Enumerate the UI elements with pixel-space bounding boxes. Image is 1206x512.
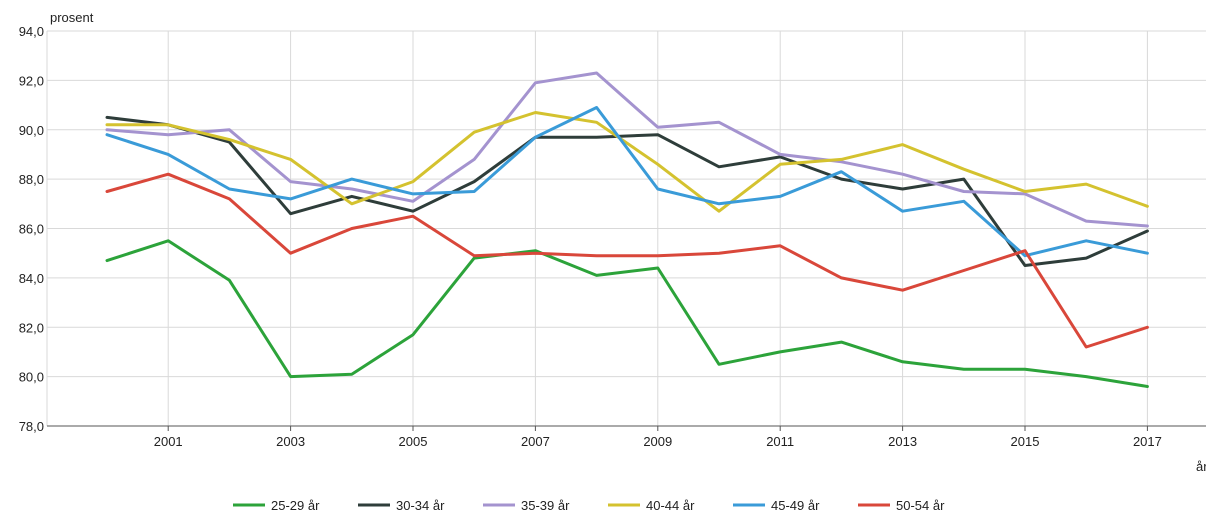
x-axis-ticks: 2001 2003 2005 2007 2009 2011 2013 2015 2017 bbox=[154, 426, 1162, 449]
y-tick-label: 82,0 bbox=[19, 320, 44, 335]
y-tick-label: 90,0 bbox=[19, 123, 44, 138]
y-axis-title: prosent bbox=[50, 10, 94, 25]
legend-item[interactable]: 30-34 år bbox=[358, 498, 445, 512]
legend-item[interactable]: 35-39 år bbox=[483, 498, 570, 512]
legend-item[interactable]: 50-54 år bbox=[858, 498, 945, 512]
legend-item[interactable]: 45-49 år bbox=[733, 498, 820, 512]
x-tick-label: 2011 bbox=[766, 434, 794, 449]
legend[interactable]: 25-29 år 30-34 år 35-39 år 40-44 år 45-49 år… bbox=[233, 498, 945, 512]
x-axis-title: år bbox=[1196, 459, 1206, 474]
y-tick-label: 88,0 bbox=[19, 172, 44, 187]
x-tick-label: 2013 bbox=[888, 434, 917, 449]
legend-label: 35-39 år bbox=[521, 498, 570, 512]
x-tick-label: 2017 bbox=[1133, 434, 1162, 449]
legend-label: 40-44 år bbox=[646, 498, 695, 512]
series-line-45-49-r bbox=[105, 106, 1149, 258]
y-tick-label: 80,0 bbox=[19, 370, 44, 385]
series-line-35-39-r bbox=[105, 71, 1149, 228]
y-tick-label: 92,0 bbox=[19, 73, 44, 88]
series-line-40-44-r bbox=[105, 111, 1149, 213]
legend-label: 50-54 år bbox=[896, 498, 945, 512]
x-tick-label: 2001 bbox=[154, 434, 183, 449]
x-tick-label: 2005 bbox=[399, 434, 428, 449]
y-tick-label: 78,0 bbox=[19, 419, 44, 434]
legend-label: 45-49 år bbox=[771, 498, 820, 512]
legend-item[interactable]: 40-44 år bbox=[608, 498, 695, 512]
legend-label: 25-29 år bbox=[271, 498, 320, 512]
x-tick-label: 2003 bbox=[276, 434, 305, 449]
gridlines bbox=[46, 30, 1206, 426]
legend-label: 30-34 år bbox=[396, 498, 445, 512]
x-tick-label: 2007 bbox=[521, 434, 550, 449]
series-line-25-29-r bbox=[105, 239, 1149, 388]
x-tick-label: 2009 bbox=[643, 434, 672, 449]
y-tick-label: 94,0 bbox=[19, 24, 44, 39]
series-line-30-34-r bbox=[105, 115, 1149, 267]
x-tick-label: 2015 bbox=[1011, 434, 1040, 449]
y-tick-label: 86,0 bbox=[19, 222, 44, 237]
series-lines bbox=[105, 71, 1149, 388]
y-axis-ticks: 78,0 80,0 82,0 84,0 86,0 88,0 90,0 92,0 94,0 bbox=[19, 24, 44, 434]
series-line-50-54-r bbox=[105, 172, 1149, 349]
y-tick-label: 84,0 bbox=[19, 271, 44, 286]
legend-item[interactable]: 25-29 år bbox=[233, 498, 320, 512]
